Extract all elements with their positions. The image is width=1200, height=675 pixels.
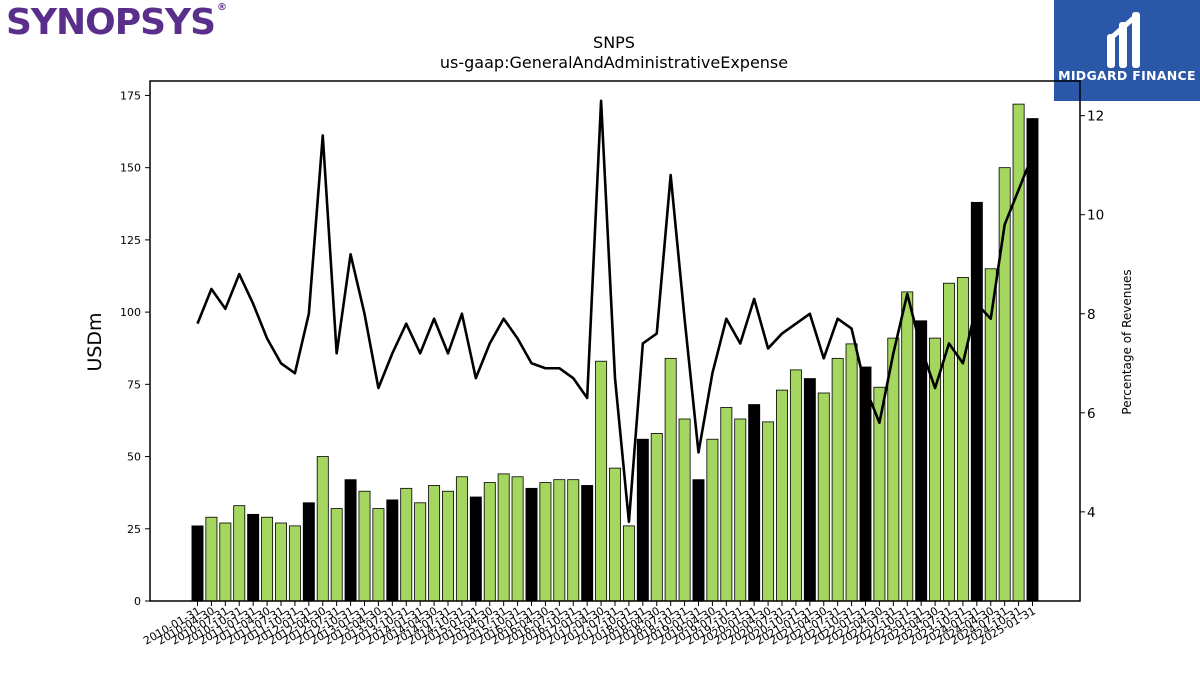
bar xyxy=(859,366,872,602)
bar xyxy=(316,456,329,602)
y-tick-label: 150 xyxy=(120,162,141,175)
bar xyxy=(275,522,287,602)
bar xyxy=(970,201,983,602)
bar xyxy=(1026,118,1039,602)
bar xyxy=(845,343,858,602)
bar xyxy=(789,369,802,602)
bar xyxy=(581,485,594,602)
bar xyxy=(191,525,204,602)
bar xyxy=(219,522,232,602)
bar xyxy=(748,404,761,602)
bar xyxy=(664,357,677,602)
bar xyxy=(511,476,524,602)
bar xyxy=(428,485,441,602)
y-tick-label: 50 xyxy=(127,451,141,464)
y-tick-label: 0 xyxy=(134,595,141,608)
bar xyxy=(247,513,260,602)
y2-tick-label: 8 xyxy=(1087,307,1096,323)
y-axis-label: USDm xyxy=(84,312,106,371)
y2-axis-label: Percentage of Revenues xyxy=(1120,269,1134,414)
bar xyxy=(609,467,621,602)
bar xyxy=(762,421,775,602)
bar xyxy=(483,482,496,602)
chart-subtitle: us-gaap:GeneralAndAdministrativeExpense xyxy=(440,53,788,72)
bar xyxy=(622,525,635,602)
bar xyxy=(358,490,371,602)
y-tick-label: 75 xyxy=(127,378,141,391)
bar xyxy=(650,433,663,602)
bar xyxy=(831,357,844,602)
bar xyxy=(734,418,747,602)
bar xyxy=(901,291,914,602)
bar xyxy=(455,476,468,602)
bar xyxy=(539,482,552,602)
bar xyxy=(233,505,246,602)
midgard-finance-badge: MIDGARD FINANCE xyxy=(1054,0,1200,101)
midgard-finance-label: MIDGARD FINANCE xyxy=(1058,68,1196,83)
bar xyxy=(414,502,427,602)
bar xyxy=(442,490,454,602)
bar xyxy=(567,479,580,602)
y2-tick-label: 12 xyxy=(1087,109,1104,125)
bar xyxy=(720,407,733,602)
bar xyxy=(776,389,788,602)
bar xyxy=(497,473,510,602)
bar xyxy=(692,479,705,602)
bar xyxy=(386,499,399,602)
registered-mark: ® xyxy=(217,2,227,13)
y-tick-label: 25 xyxy=(127,523,141,536)
bar xyxy=(330,508,343,602)
bar xyxy=(469,496,482,602)
bar xyxy=(400,487,413,602)
bar xyxy=(956,277,969,602)
bar xyxy=(943,282,955,602)
bar xyxy=(595,360,608,602)
bar xyxy=(817,392,830,602)
percentage-of-revenues-line xyxy=(196,99,1034,524)
y-tick-label: 125 xyxy=(120,234,141,247)
bar xyxy=(372,508,385,602)
bar xyxy=(803,378,816,602)
bar xyxy=(525,487,538,602)
bar xyxy=(302,502,315,602)
y2-tick-label: 6 xyxy=(1087,406,1096,422)
midgard-logo-icon xyxy=(1107,12,1140,68)
bar xyxy=(261,516,274,602)
bar xyxy=(288,525,301,602)
plot-area: 025507510012515017546810122010-01-312010… xyxy=(120,80,1104,648)
bar xyxy=(344,479,357,602)
y-tick-label: 100 xyxy=(120,306,141,319)
y2-tick-label: 10 xyxy=(1087,208,1104,224)
y2-tick-label: 4 xyxy=(1087,505,1096,521)
bar xyxy=(205,516,218,602)
synopsys-logo: SYNOPSYS ® xyxy=(6,2,227,43)
bar xyxy=(706,438,719,602)
chart-title: SNPS xyxy=(593,33,635,52)
bar xyxy=(553,479,566,602)
bar xyxy=(636,438,649,602)
y-tick-label: 175 xyxy=(120,89,141,102)
synopsys-logo-text: SYNOPSYS xyxy=(6,2,216,43)
bar xyxy=(678,418,691,602)
